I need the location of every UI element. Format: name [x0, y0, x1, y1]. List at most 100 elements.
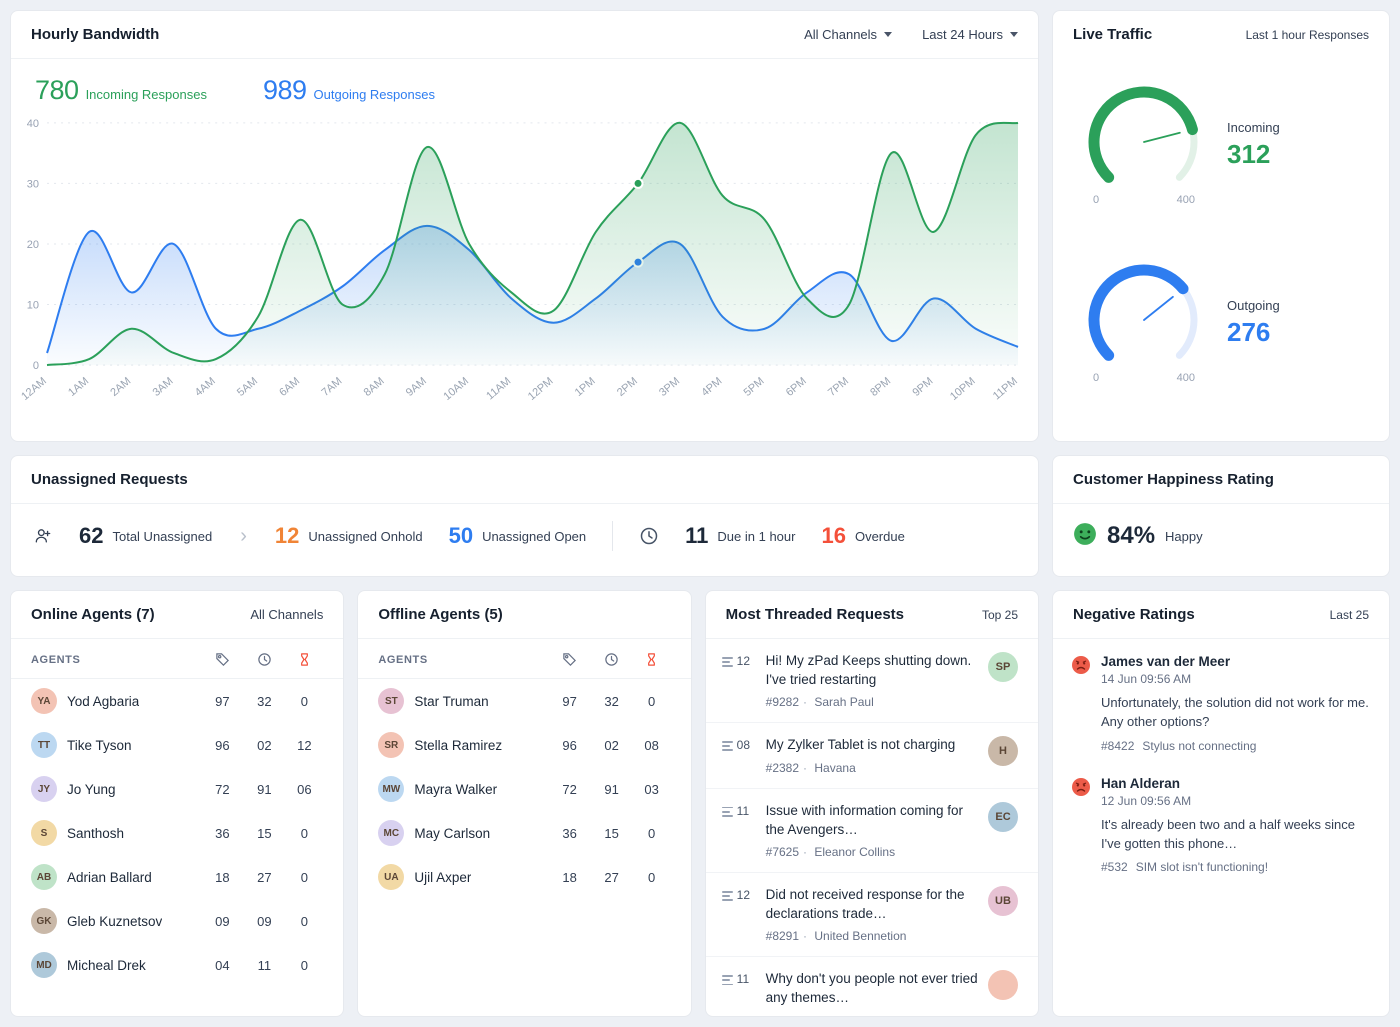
contact-name: Sarah Paul — [799, 695, 874, 709]
agent-response-count: 09 — [257, 913, 272, 929]
overdue-hourglass-icon — [633, 652, 671, 667]
channels-filter-dropdown[interactable]: All Channels — [804, 27, 893, 42]
agent-row[interactable]: AB Adrian Ballard 18 27 0 — [11, 855, 343, 899]
agent-row[interactable]: TT Tike Tyson 96 02 12 — [11, 723, 343, 767]
agent-name: May Carlson — [414, 825, 491, 841]
hourly-bandwidth-header: Hourly Bandwidth All Channels Last 24 Ho… — [11, 11, 1038, 59]
threaded-requests-card: Most Threaded Requests Top 25 12 Hi! My … — [704, 590, 1039, 1017]
agent-response-count: 91 — [257, 781, 272, 797]
avatar: MW — [378, 776, 405, 802]
avatar: MC — [378, 820, 405, 846]
avatar: AB — [31, 864, 57, 890]
agent-name: Yod Agbaria — [67, 693, 140, 709]
agent-overdue-count: 0 — [648, 825, 656, 841]
threaded-request-item[interactable]: 12 Did not received response for the dec… — [705, 873, 1038, 958]
svg-text:3PM: 3PM — [657, 375, 682, 399]
incoming-total-label: Incoming Responses — [85, 87, 207, 102]
happiness-title: Customer Happiness Rating — [1073, 471, 1274, 488]
agent-tickets-count: 36 — [215, 825, 230, 841]
agent-row[interactable]: S Santhosh 36 15 0 — [11, 811, 343, 855]
tickets-icon — [549, 652, 591, 667]
contact-name: Havana — [799, 761, 856, 775]
avatar: MD — [31, 952, 57, 978]
svg-text:12PM: 12PM — [526, 375, 556, 403]
request-subject: My Zylker Tablet is not charging — [765, 737, 956, 753]
threaded-request-item[interactable]: 11 Issue with information coming for the… — [705, 789, 1038, 874]
online-agents-card: Online Agents (7) All Channels AGENTS Y — [10, 590, 345, 1017]
onhold-label: Unassigned Onhold — [308, 528, 423, 544]
threaded-request-item[interactable]: 12 Hi! My zPad Keeps shutting down. I've… — [705, 639, 1038, 724]
negative-rating-item[interactable]: James van der Meer 14 Jun 09:56 AM Unfor… — [1053, 639, 1389, 761]
agent-tickets-count: 97 — [215, 693, 230, 709]
agent-row[interactable]: MW Mayra Walker 72 91 03 — [358, 767, 690, 811]
negative-ratings-card: Negative Ratings Last 25 James van der M… — [1052, 590, 1390, 1017]
overdue-value: 16 — [821, 523, 846, 548]
agents-column-label: AGENTS — [378, 653, 428, 666]
vertical-divider — [612, 521, 614, 551]
threaded-requests-list: 12 Hi! My zPad Keeps shutting down. I've… — [705, 639, 1038, 1016]
agent-row[interactable]: SR Stella Ramirez 96 02 08 — [358, 723, 690, 767]
agent-response-count: 91 — [604, 781, 619, 797]
time-filter-dropdown[interactable]: Last 24 Hours — [922, 27, 1018, 42]
unassigned-onhold-stat: 12 Unassigned Onhold — [275, 523, 423, 549]
agent-row[interactable]: GK Gleb Kuznetsov 09 09 0 — [11, 899, 343, 943]
svg-text:0: 0 — [33, 360, 39, 372]
incoming-total: 780 Incoming Responses — [35, 75, 207, 106]
hourly-bandwidth-card: Hourly Bandwidth All Channels Last 24 Ho… — [10, 10, 1039, 442]
total-unassigned-label: Total Unassigned — [112, 528, 213, 544]
gauge-max-label: 400 — [1176, 372, 1195, 384]
agent-name: Adrian Ballard — [67, 869, 152, 885]
negative-ratings-badge: Last 25 — [1329, 607, 1369, 622]
agent-row[interactable]: ST Star Truman 97 32 0 — [358, 679, 690, 723]
agent-overdue-count: 0 — [300, 825, 308, 841]
svg-text:10: 10 — [27, 300, 39, 312]
avatar: TT — [31, 732, 57, 758]
svg-text:7PM: 7PM — [826, 375, 851, 399]
negative-rating-item[interactable]: Han Alderan 12 Jun 09:56 AM It's already… — [1053, 761, 1389, 883]
rating-timestamp: 14 Jun 09:56 AM — [1101, 672, 1192, 686]
incoming-gauge-value: 312 — [1227, 139, 1271, 169]
thread-lines-icon — [721, 654, 733, 667]
agent-response-count: 32 — [257, 693, 272, 709]
svg-text:2PM: 2PM — [615, 375, 640, 399]
agent-row[interactable]: UA Ujil Axper 18 27 0 — [358, 855, 690, 899]
online-agents-list: YA Yod Agbaria 97 32 0 TT Tike Tyson 96 … — [11, 679, 343, 987]
incoming-gauge-label: Incoming — [1227, 120, 1280, 135]
ticket-id: #532 — [1101, 860, 1128, 875]
agent-name: Gleb Kuznetsov — [67, 913, 163, 929]
agent-row[interactable]: MD Micheal Drek 04 11 0 — [11, 943, 343, 987]
customer-name: Han Alderan — [1101, 775, 1181, 791]
overdue-hourglass-icon — [285, 652, 323, 667]
agent-row[interactable]: MC May Carlson 36 15 0 — [358, 811, 690, 855]
clock-icon — [639, 526, 659, 546]
agent-name: Tike Tyson — [67, 737, 132, 753]
agent-response-count: 02 — [604, 737, 619, 753]
bandwidth-area-chart[interactable]: 0 10 20 30 40 12AM 1AM 2AM 3AM 4AM 5AM 6AM 7AM 8AM 9AM… — [11, 106, 1038, 412]
agent-overdue-count: 12 — [297, 737, 312, 753]
svg-text:9AM: 9AM — [404, 375, 429, 399]
threaded-request-item[interactable]: 11 Why don't you people not ever tried a… — [706, 957, 1038, 1016]
happiness-value: 84% — [1107, 522, 1156, 549]
avatar: ST — [378, 688, 405, 714]
online-agents-channel-filter[interactable]: All Channels — [250, 607, 324, 622]
live-traffic-card: Live Traffic Last 1 hour Responses 0 400… — [1052, 10, 1390, 442]
thread-lines-icon — [721, 738, 733, 752]
ticket-subject: Stylus not connecting — [1142, 738, 1257, 753]
outgoing-total: 989 Outgoing Responses — [263, 75, 435, 106]
agent-tickets-count: 36 — [562, 825, 577, 841]
agent-tickets-count: 96 — [215, 737, 230, 753]
avatar: UB — [988, 886, 1018, 917]
avatar: SR — [378, 732, 405, 758]
rating-comment: It's already been two and a half weeks s… — [1101, 816, 1355, 851]
threaded-request-item[interactable]: 08 My Zylker Tablet is not charging #238… — [705, 723, 1038, 789]
unassigned-title: Unassigned Requests — [31, 471, 188, 488]
due-value: 11 — [685, 523, 709, 548]
agent-row[interactable]: YA Yod Agbaria 97 32 0 — [11, 679, 343, 723]
agent-response-count: 11 — [257, 957, 272, 973]
ticket-id: #7625 — [765, 845, 800, 860]
avatar: S — [31, 820, 57, 846]
agent-row[interactable]: JY Jo Yung 72 91 06 — [11, 767, 343, 811]
agent-name: Micheal Drek — [67, 957, 146, 973]
outgoing-gauge-label: Outgoing — [1227, 298, 1280, 313]
svg-text:4PM: 4PM — [699, 375, 724, 399]
